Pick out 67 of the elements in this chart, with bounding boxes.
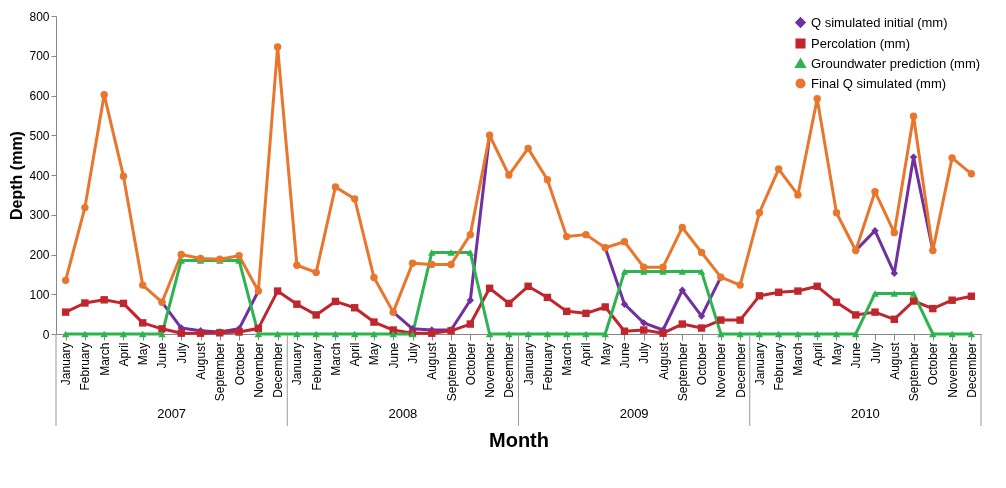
y-tick-label: 800 bbox=[29, 9, 50, 24]
x-tick-label: May bbox=[367, 342, 382, 366]
x-tick-label: January bbox=[521, 342, 536, 386]
x-tick-label: June bbox=[386, 342, 401, 369]
x-tick-label: October bbox=[463, 342, 478, 386]
x-axis-title: Month bbox=[489, 429, 549, 452]
x-tick-label: September bbox=[907, 342, 922, 402]
x-tick-label: January bbox=[290, 342, 305, 386]
y-tick-label: 600 bbox=[29, 89, 50, 103]
y-tick-label: 700 bbox=[29, 49, 50, 64]
x-tick-label: April bbox=[348, 342, 363, 367]
x-tick-label: July bbox=[406, 342, 421, 364]
text: 2008 bbox=[388, 406, 418, 421]
x-tick-label: November bbox=[251, 342, 266, 398]
legend-label: Final Q simulated (mm) bbox=[811, 75, 947, 91]
x-tick-label: July bbox=[637, 342, 652, 364]
x-tick-label: January bbox=[752, 342, 767, 386]
x-tick-label: November bbox=[483, 342, 498, 398]
x-tick-label: December bbox=[271, 342, 286, 398]
y-tick-label: 0 bbox=[42, 327, 50, 342]
x-tick-label: December bbox=[964, 342, 979, 398]
x-tick-label: June bbox=[155, 342, 170, 369]
x-tick-label: September bbox=[444, 342, 459, 402]
x-tick-label: January bbox=[59, 342, 74, 386]
x-tick-label: July bbox=[868, 342, 883, 364]
x-tick-label: August bbox=[425, 341, 440, 380]
y-axis-title: Depth (mm) bbox=[8, 131, 26, 220]
x-tick-label: October bbox=[926, 342, 941, 386]
x-tick-label: March bbox=[97, 342, 112, 376]
legend-label: Groundwater prediction (mm) bbox=[811, 55, 981, 71]
x-tick-label: May bbox=[136, 342, 151, 366]
x-tick-label: July bbox=[174, 342, 189, 364]
legend-label: Percolation (mm) bbox=[811, 35, 910, 51]
text: 2010 bbox=[850, 406, 880, 421]
text: 2007 bbox=[157, 406, 187, 421]
x-tick-label: March bbox=[560, 342, 575, 376]
x-tick-label: May bbox=[598, 342, 613, 366]
legend-label: Q simulated initial (mm) bbox=[811, 14, 948, 30]
x-tick-label: February bbox=[772, 342, 787, 391]
x-tick-label: August bbox=[194, 341, 209, 380]
x-tick-label: February bbox=[78, 342, 93, 391]
x-tick-label: October bbox=[695, 342, 710, 386]
x-tick-label: December bbox=[502, 342, 517, 398]
x-tick-label: March bbox=[791, 342, 806, 376]
y-tick-label: 100 bbox=[29, 287, 50, 302]
y-tick-label: 200 bbox=[29, 248, 50, 262]
x-tick-label: June bbox=[617, 342, 632, 369]
x-tick-label: September bbox=[675, 342, 690, 402]
x-tick-label: March bbox=[328, 342, 343, 376]
y-tick-label: 300 bbox=[29, 208, 50, 223]
x-tick-label: November bbox=[945, 342, 960, 398]
x-tick-label: September bbox=[213, 342, 228, 402]
x-tick-label: April bbox=[116, 342, 131, 367]
x-tick-label: May bbox=[829, 342, 844, 366]
x-tick-label: April bbox=[810, 342, 825, 367]
x-tick-label: April bbox=[579, 342, 594, 367]
x-tick-label: February bbox=[309, 342, 324, 391]
y-tick-label: 500 bbox=[29, 128, 50, 143]
x-tick-label: June bbox=[849, 342, 864, 369]
x-tick-label: October bbox=[232, 342, 247, 386]
x-tick-label: November bbox=[714, 342, 729, 398]
y-tick-label: 400 bbox=[29, 168, 50, 183]
x-tick-label: August bbox=[656, 341, 671, 380]
text: 2009 bbox=[619, 406, 649, 421]
x-tick-label: August bbox=[887, 341, 902, 380]
x-tick-label: December bbox=[733, 342, 748, 398]
x-tick-label: February bbox=[540, 342, 555, 391]
